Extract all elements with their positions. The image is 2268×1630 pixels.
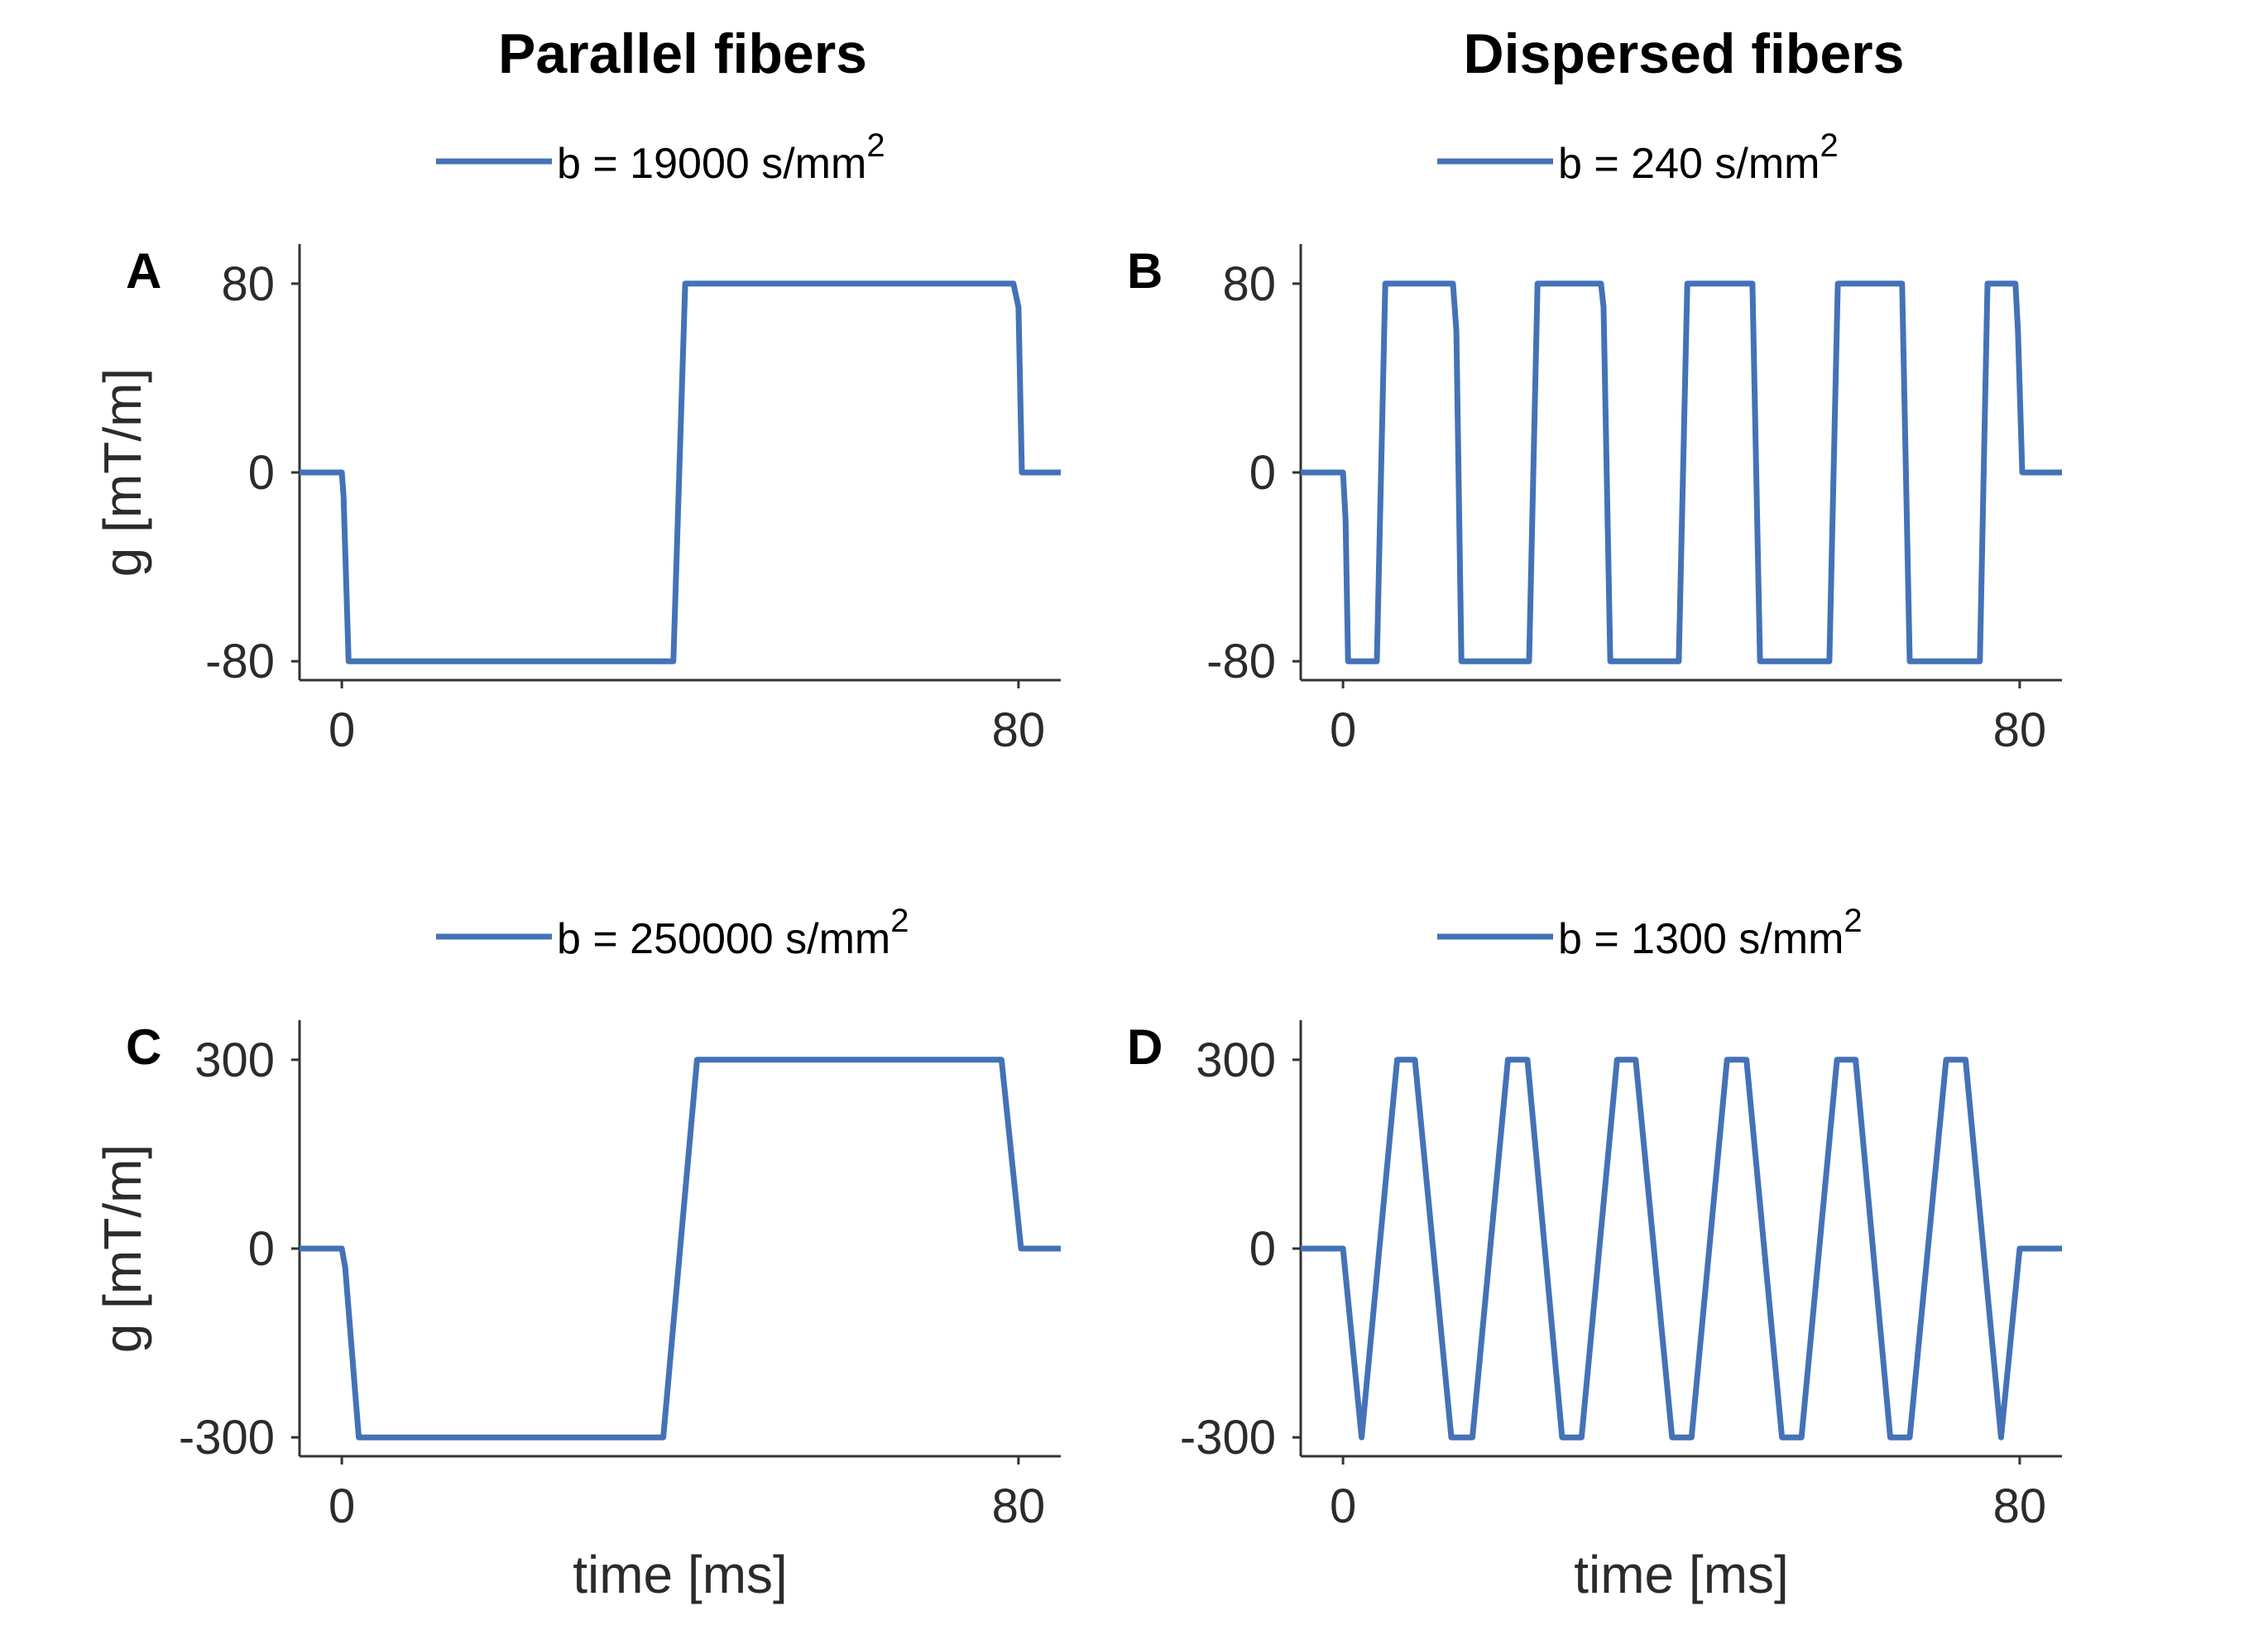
x-axis-label: time [ms] [573,1545,788,1604]
y-tick-label: -300 [1180,1411,1276,1465]
panel-a: Ab = 19000 s/mm2 -80 0 80 0 80 g [mT/m] [93,127,1061,757]
panel-letter: A [126,243,161,299]
y-tick-label: 0 [1249,446,1276,500]
legend-superscript: 2 [1844,903,1862,939]
x-tick-label: 0 [1330,703,1356,757]
gradient-trace [300,1057,1061,1441]
column-title-dispersed: Dispersed fibers [1464,22,1905,85]
legend-superscript: 2 [1820,127,1838,164]
y-tick-label: -80 [1206,635,1276,688]
panel-b: Bb = 240 s/mm2 -80 0 80 0 80 [1127,127,2062,757]
y-tick-label: 300 [194,1033,275,1087]
y-tick-label: 0 [248,1222,275,1276]
panel-letter: C [126,1019,161,1075]
legend-superscript: 2 [866,127,885,164]
panel-d: Db = 1300 s/mm2 -300 0 300 0 80 time [ms] [1127,903,2062,1604]
y-tick-label: 80 [1222,257,1276,311]
x-axis-label: time [ms] [1574,1545,1789,1604]
x-tick-label: 0 [328,1479,355,1533]
x-tick-label: 80 [1993,703,2047,757]
x-tick-label: 80 [1993,1479,2047,1533]
gradient-trace [1301,1057,2062,1441]
legend-label: b = 250000 s/mm2 [557,903,909,963]
legend-label: b = 240 s/mm2 [1558,127,1839,188]
legend-superscript: 2 [890,903,909,939]
y-tick-label: 0 [248,446,275,500]
panel-letter: B [1127,243,1163,299]
y-tick-label: 0 [1249,1222,1276,1276]
legend-label: b = 1300 s/mm2 [1558,903,1863,963]
x-tick-label: 80 [992,1479,1046,1533]
y-tick-label: 80 [221,257,275,311]
gradient-trace [1301,280,2062,664]
panel-letter: D [1127,1019,1163,1075]
column-title-parallel: Parallel fibers [498,22,867,85]
y-axis-label: g [mT/m] [93,368,152,577]
x-tick-label: 0 [1330,1479,1356,1533]
y-tick-label: -300 [179,1411,275,1465]
y-tick-label: -80 [205,635,275,688]
gradient-trace [300,280,1061,664]
y-axis-label: g [mT/m] [93,1144,152,1353]
x-tick-label: 80 [992,703,1046,757]
panel-c: Cb = 250000 s/mm2 -300 0 300 0 80 g [mT/m] time… [93,903,1061,1604]
legend-label: b = 19000 s/mm2 [557,127,885,188]
y-tick-label: 300 [1196,1033,1276,1087]
x-tick-label: 0 [328,703,355,757]
